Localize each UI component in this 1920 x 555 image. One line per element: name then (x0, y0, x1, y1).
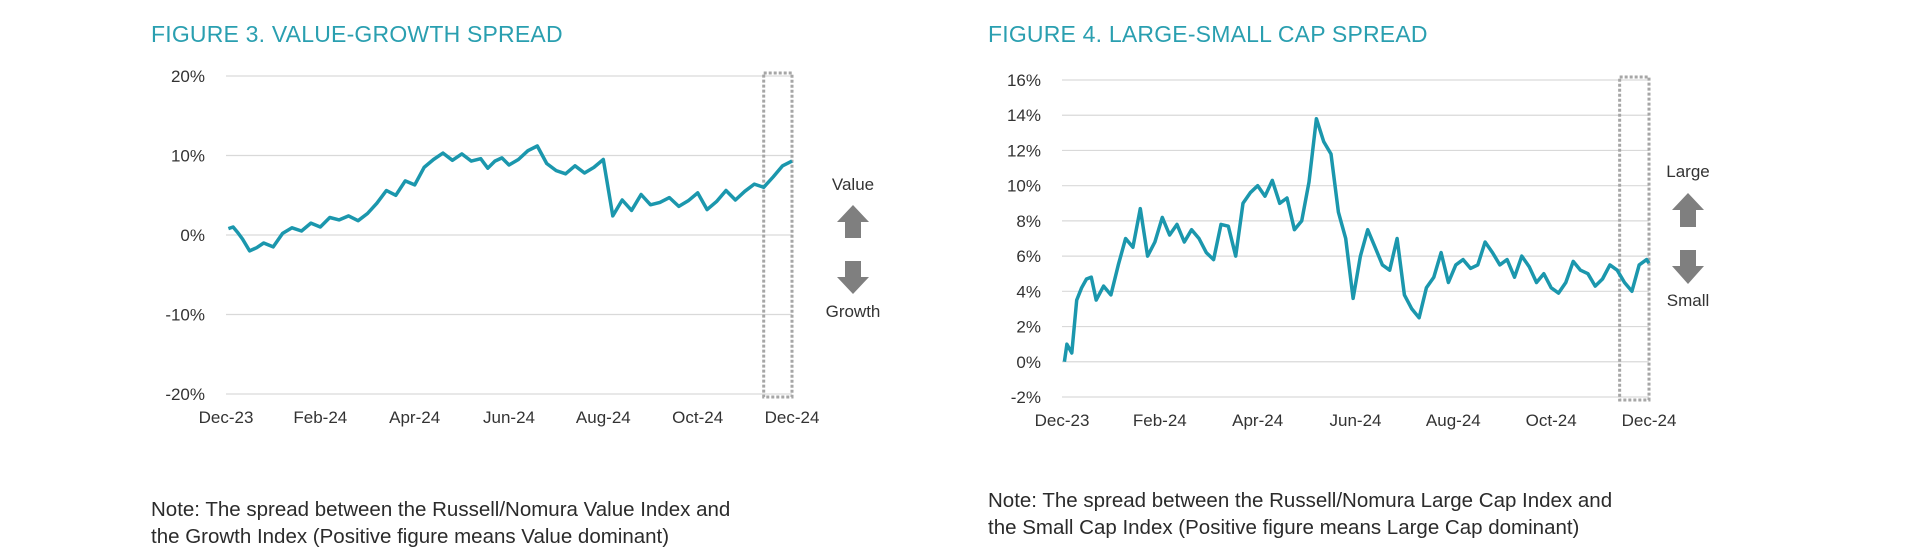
y-tick-label: -20% (165, 385, 205, 404)
figure-4-x-ticks: Dec-23 Feb-24 Apr-24 Jun-24 Aug-24 Oct-24 Dec-… (1035, 411, 1677, 430)
figure-3-note-line-2: the Growth Index (Positive figure means … (151, 525, 670, 548)
y-tick-label: 6% (1016, 247, 1041, 266)
x-tick-label: Apr-24 (1232, 411, 1283, 430)
figure-3-note-line-1: Note: The spread between the Russell/Nom… (151, 498, 731, 521)
figure-4-series-line (1062, 116, 1651, 363)
figure-4-up-label: Large (1666, 162, 1709, 181)
y-tick-label: 14% (1007, 106, 1041, 125)
figure-3-y-ticks: 20% 10% 0% -10% -20% (165, 67, 205, 404)
y-tick-label: 16% (1007, 71, 1041, 90)
x-tick-label: Oct-24 (1526, 411, 1577, 430)
x-tick-label: Jun-24 (1330, 411, 1382, 430)
figure-4-chart: 16% 14% 12% 10% 8% 6% 4% 2% 0% -2% Dec-23 Feb-24 Ap… (1007, 71, 1710, 430)
arrow-down-icon (837, 261, 869, 294)
y-tick-label: -2% (1011, 388, 1041, 407)
figure-3-down-label: Growth (826, 302, 881, 321)
y-tick-label: -10% (165, 306, 205, 325)
figure-3-chart: 20% 10% 0% -10% -20% Dec-23 Feb-24 Apr-24 Jun-2… (165, 67, 881, 427)
x-tick-label: Oct-24 (672, 408, 723, 427)
figure-4-gridlines (1062, 79, 1649, 398)
figure-4-y-ticks: 16% 14% 12% 10% 8% 6% 4% 2% 0% -2% (1007, 71, 1041, 407)
arrow-up-icon (1672, 193, 1704, 227)
x-tick-label: Aug-24 (576, 408, 631, 427)
figure-4-highlight-box (1618, 75, 1651, 402)
figure-3-x-ticks: Dec-23 Feb-24 Apr-24 Jun-24 Aug-24 Oct-24 Dec-… (199, 408, 820, 427)
y-tick-label: 2% (1016, 318, 1041, 337)
x-tick-label: Feb-24 (293, 408, 347, 427)
x-tick-label: Jun-24 (483, 408, 535, 427)
x-tick-label: Aug-24 (1426, 411, 1481, 430)
figure-3-series-line (227, 144, 793, 253)
figure-3-up-label: Value (832, 175, 874, 194)
arrow-down-icon (1672, 250, 1704, 284)
figure-3-gridlines (226, 75, 792, 395)
y-tick-label: 8% (1016, 212, 1041, 231)
x-tick-label: Dec-23 (199, 408, 254, 427)
y-tick-label: 12% (1007, 141, 1041, 160)
arrow-up-icon (837, 205, 869, 238)
figure-3-highlight-box (762, 71, 794, 399)
x-tick-label: Dec-24 (765, 408, 820, 427)
y-tick-label: 4% (1016, 282, 1041, 301)
x-tick-label: Apr-24 (389, 408, 440, 427)
figure-3-title: FIGURE 3. VALUE-GROWTH SPREAD (151, 21, 563, 47)
figure-4-note-line-2: the Small Cap Index (Positive figure mea… (988, 516, 1580, 539)
figure-4-note-line-1: Note: The spread between the Russell/Nom… (988, 489, 1613, 512)
figure-4-note: Note: The spread between the Russell/Nom… (988, 487, 1612, 541)
y-tick-label: 10% (171, 147, 205, 166)
x-tick-label: Dec-24 (1622, 411, 1677, 430)
figure-3-note: Note: The spread between the Russell/Nom… (151, 496, 730, 550)
y-tick-label: 0% (1016, 353, 1041, 372)
y-tick-label: 10% (1007, 177, 1041, 196)
figure-4-down-label: Small (1667, 291, 1710, 310)
y-tick-label: 20% (171, 67, 205, 86)
y-tick-label: 0% (180, 226, 205, 245)
x-tick-label: Feb-24 (1133, 411, 1187, 430)
figure-4-title: FIGURE 4. LARGE-SMALL CAP SPREAD (988, 21, 1428, 47)
x-tick-label: Dec-23 (1035, 411, 1090, 430)
